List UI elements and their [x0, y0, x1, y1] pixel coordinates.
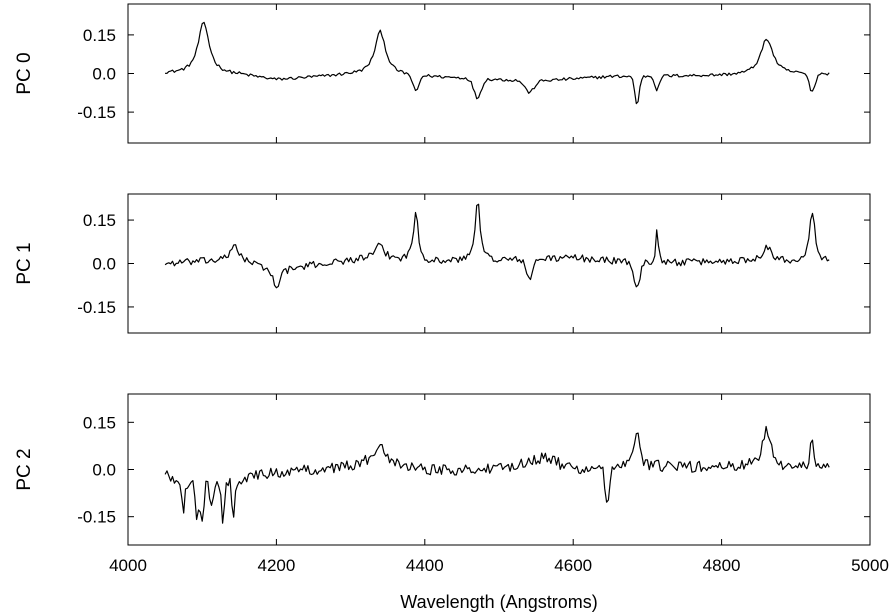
y-tick-label: 0.0: [92, 255, 116, 274]
x-tick-label: 4600: [554, 556, 592, 575]
panel-0: 0.15 0.0 -0.15 PC 0: [14, 3, 871, 144]
y-axis-label: PC 0: [14, 52, 35, 94]
x-tick-label: 4800: [703, 556, 741, 575]
spectrum-line: [164, 203, 830, 289]
plot-frame: [127, 3, 871, 144]
y-tick-label: 0.0: [92, 461, 116, 480]
y-tick-label: 0.15: [83, 413, 116, 432]
y-tick-label: -0.15: [77, 103, 116, 122]
x-tick-label: 5000: [851, 556, 889, 575]
x-tick-label: 4000: [109, 556, 147, 575]
y-tick-label: 0.15: [83, 26, 116, 45]
y-axis-label: PC 2: [14, 448, 35, 490]
x-tick-label: 4200: [257, 556, 295, 575]
x-tick-label: 4400: [406, 556, 444, 575]
y-tick-label: -0.15: [77, 508, 116, 527]
plot-frame: [127, 393, 871, 546]
plot-frame: [127, 193, 871, 334]
panel-1: 0.15 0.0 -0.15 PC 1: [14, 193, 871, 334]
panel-2: 4000 4200 4400 4600 4800 5000 0.15 0.0 -0.15 PC 2: [14, 393, 889, 575]
spectrum-line: [164, 425, 830, 524]
y-tick-label: -0.15: [77, 298, 116, 317]
x-axis-title: Wavelength (Angstroms): [400, 592, 597, 612]
chart-panels: 0.15 0.0 -0.15 PC 0 0.15 0.0 -0.15 PC 1 4000 4200…: [14, 3, 889, 575]
y-tick-label: 0.15: [83, 211, 116, 230]
spectrum-line: [165, 21, 830, 105]
y-tick-label: 0.0: [92, 65, 116, 84]
y-axis-label: PC 1: [14, 242, 35, 284]
